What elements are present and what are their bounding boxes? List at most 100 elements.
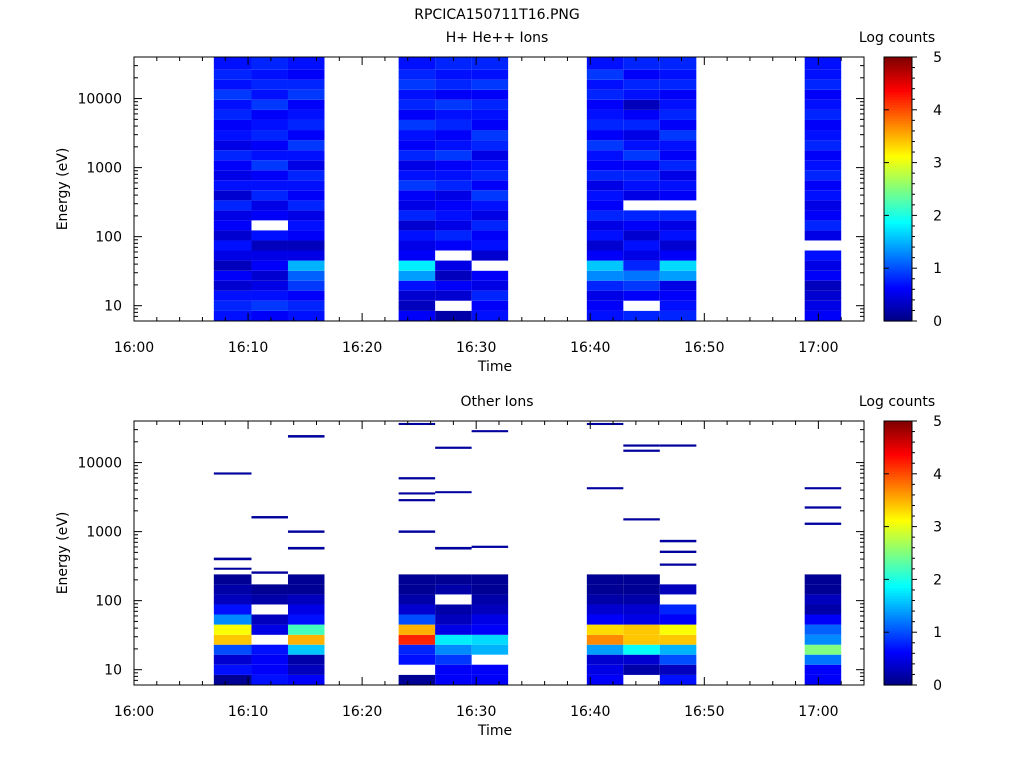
colorbar-step <box>884 70 912 74</box>
heatmap-cell <box>586 130 624 141</box>
colorbar-step <box>884 278 912 282</box>
heatmap-cell <box>586 69 624 80</box>
heatmap-cell <box>398 614 436 625</box>
colorbar-step <box>884 669 912 673</box>
colorbar-step <box>884 215 912 219</box>
heatmap-cell <box>287 300 325 311</box>
x-tick-label: 16:20 <box>342 340 382 356</box>
colorbar-step <box>884 231 912 235</box>
colorbar-step <box>884 679 912 683</box>
heatmap-cell <box>287 624 325 635</box>
colorbar-step <box>884 452 912 456</box>
heatmap-cell <box>435 180 472 191</box>
heatmap-cell <box>287 250 325 261</box>
heatmap-cell <box>586 89 624 100</box>
panel-other-ions: Other Ions Log counts Time Energy (eV) 1… <box>55 394 942 739</box>
colorbar-step <box>884 228 912 232</box>
x-tick-label: 16:40 <box>570 340 610 356</box>
colorbar-step <box>884 128 912 132</box>
heatmap-cell <box>586 644 624 655</box>
colorbar-step <box>884 560 912 565</box>
heatmap-cell <box>804 270 842 281</box>
colorbar-step <box>884 289 912 293</box>
colorbar-step <box>884 276 912 280</box>
colorbar-step <box>884 508 912 512</box>
heatmap-cell <box>804 200 842 211</box>
heatmap-cell <box>251 109 288 120</box>
x-tick-label: 16:00 <box>114 704 154 720</box>
heatmap-cell <box>659 150 697 161</box>
colorbar-step <box>884 117 912 121</box>
colorbar-step <box>884 674 912 678</box>
heatmap-cell <box>398 584 436 595</box>
colorbar-step <box>884 484 912 488</box>
heatmap-cell <box>623 250 660 261</box>
heatmap-cell <box>623 79 660 90</box>
colorbar-step <box>884 563 912 567</box>
heatmap-cell <box>804 109 842 120</box>
colorbar-step <box>884 526 912 530</box>
colorbar-step <box>884 637 912 641</box>
x-tick-label: 16:50 <box>684 340 724 356</box>
colorbar-step <box>884 144 912 148</box>
heatmap-cell <box>659 654 697 665</box>
colorbar-step <box>884 207 912 211</box>
y-tick-label: 10 <box>104 299 122 315</box>
heatmap-cell <box>623 160 660 171</box>
colorbar-step <box>884 80 912 84</box>
colorbar-step <box>884 642 912 646</box>
heatmap-cell <box>398 119 436 131</box>
heatmap-cell <box>471 300 509 311</box>
heatmap-cell <box>659 130 697 141</box>
heatmap-cell <box>804 57 842 70</box>
colorbar-step <box>884 212 912 216</box>
heatmap-cell <box>659 190 697 201</box>
heatmap-cell <box>804 230 842 241</box>
colorbar-step <box>884 592 912 596</box>
colorbar-step <box>884 120 912 124</box>
heatmap-cell <box>804 664 842 675</box>
colorbar-step <box>884 650 912 654</box>
colorbar-step <box>884 566 912 570</box>
heatmap-cell <box>804 150 842 161</box>
colorbar-step <box>884 529 912 533</box>
heatmap-cell <box>213 290 252 301</box>
heatmap-cell <box>435 69 472 80</box>
colorbar-step <box>884 286 912 290</box>
heatmap-cell <box>804 604 842 615</box>
colorbar-step <box>884 455 912 459</box>
heatmap-cell <box>287 210 325 221</box>
heatmap-cell <box>287 604 325 615</box>
heatmap-cell-isolated <box>287 530 325 533</box>
heatmap-cell <box>287 79 325 90</box>
x-tick-label: 16:30 <box>456 340 496 356</box>
heatmap-cell <box>435 150 472 161</box>
heatmap-cell <box>213 190 252 201</box>
heatmap-cell <box>586 300 624 311</box>
colorbar-step <box>884 96 912 100</box>
heatmap-cell <box>471 190 509 201</box>
heatmap-cell <box>804 79 842 90</box>
heatmap-cell <box>213 150 252 161</box>
colorbar-step <box>884 671 912 676</box>
colorbar-frame <box>883 420 913 686</box>
y-tick-label: 1000 <box>86 161 122 177</box>
heatmap-cell <box>471 230 509 241</box>
colorbar-step <box>884 523 912 528</box>
heatmap-cell <box>287 190 325 201</box>
heatmap-cell <box>471 220 509 231</box>
colorbar-step <box>884 183 912 187</box>
colorbar-step <box>884 178 912 182</box>
colorbar-step <box>884 497 912 501</box>
colorbar-step <box>884 204 912 209</box>
heatmap-cell <box>623 240 660 251</box>
colorbar-step <box>884 629 912 633</box>
heatmap-cell <box>398 310 436 321</box>
heatmap-cell <box>804 250 842 261</box>
heatmap-cell <box>471 57 509 70</box>
heatmap-cell-isolated <box>659 563 697 566</box>
heatmap-cell <box>659 89 697 100</box>
heatmap-cell-isolated <box>623 449 660 452</box>
colorbar-step <box>884 101 912 106</box>
heatmap-cell <box>287 584 325 595</box>
